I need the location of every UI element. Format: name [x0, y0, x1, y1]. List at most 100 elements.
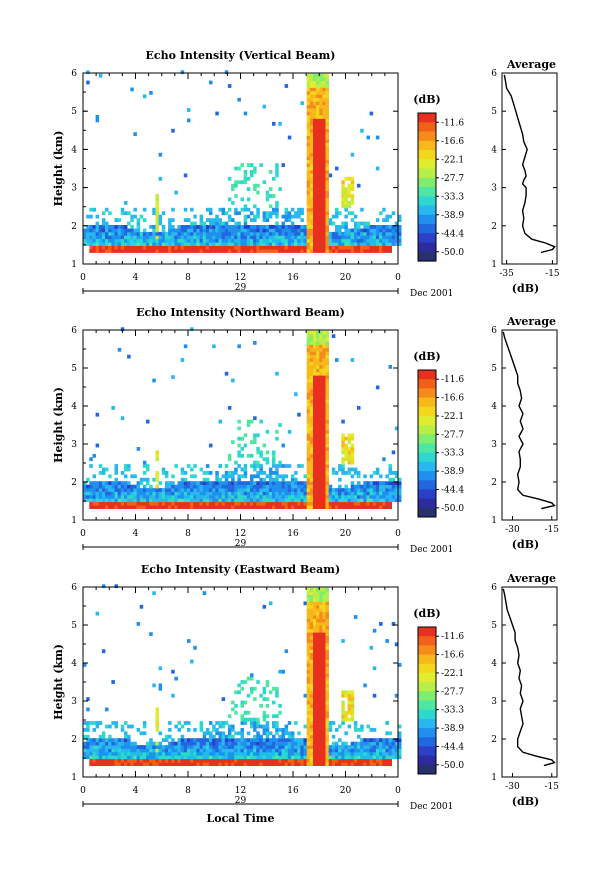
- heatmap-cell: [366, 494, 370, 499]
- heatmap-cell: [281, 443, 285, 448]
- heatmap-cell: [335, 494, 339, 499]
- heatmap-cell: [328, 235, 333, 240]
- heatmap-cell: [316, 180, 320, 185]
- heatmap-cell: [363, 755, 367, 760]
- heatmap-cell: [158, 758, 163, 763]
- heatmap-cell: [237, 758, 241, 763]
- heatmap-cell: [209, 218, 213, 222]
- heatmap-cell: [265, 194, 270, 198]
- heatmap-cell: [168, 741, 172, 746]
- heatmap-cell: [142, 94, 147, 99]
- heatmap-cell: [278, 464, 282, 468]
- heatmap-cell: [353, 249, 358, 253]
- heatmap-cell: [297, 491, 301, 496]
- heatmap-cell: [265, 501, 270, 506]
- heatmap-cell: [265, 242, 270, 246]
- heatmap-cell: [319, 601, 323, 606]
- heatmap-cell: [297, 207, 301, 212]
- heatmap-cell: [319, 416, 323, 421]
- heatmap-cell: [268, 474, 273, 479]
- heatmap-cell: [363, 494, 367, 499]
- heatmap-cell: [306, 190, 311, 195]
- heatmap-cell: [89, 501, 93, 506]
- heatmap-cell: [341, 190, 345, 195]
- heatmap-cell: [155, 218, 159, 222]
- heatmap-cell: [114, 235, 118, 240]
- heatmap-cell: [83, 721, 87, 725]
- heatmap-cell: [319, 598, 323, 602]
- heatmap-cell: [234, 491, 238, 496]
- heatmap-cell: [313, 409, 317, 414]
- heatmap-cell: [319, 337, 323, 342]
- heatmap-cell: [227, 498, 232, 503]
- heatmap-cell: [183, 481, 188, 485]
- heatmap-cell: [313, 751, 317, 756]
- heatmap-cell: [284, 228, 289, 233]
- heatmap-cell: [183, 498, 188, 503]
- heatmap-cell: [177, 758, 181, 763]
- heatmap-cell: [234, 690, 238, 695]
- heatmap-cell: [341, 464, 345, 468]
- heatmap-cell: [234, 501, 238, 506]
- heatmap-cell: [319, 693, 323, 698]
- heatmap-cell: [111, 235, 115, 240]
- heatmap-cell: [398, 235, 402, 240]
- heatmap-cell: [275, 686, 279, 691]
- heatmap-cell: [92, 225, 96, 229]
- heatmap-cell: [322, 704, 326, 708]
- heatmap-cell: [306, 443, 311, 448]
- heatmap-cell: [394, 755, 399, 760]
- heatmap-cell: [183, 245, 188, 250]
- heatmap-cell: [322, 159, 326, 164]
- heatmap-cell: [95, 491, 100, 496]
- heatmap-cell: [171, 741, 175, 746]
- heatmap-cell: [89, 225, 93, 229]
- heatmap-cell: [388, 249, 392, 253]
- heatmap-cell: [246, 231, 251, 236]
- heatmap-cell: [322, 659, 326, 664]
- heatmap-cell: [313, 591, 317, 595]
- avg-y-tick-label: 2: [491, 735, 497, 745]
- heatmap-cell: [130, 218, 134, 222]
- heatmap-cell: [369, 494, 374, 499]
- heatmap-cell: [309, 615, 314, 619]
- colorbar-swatch: [418, 251, 436, 262]
- heatmap-cell: [130, 494, 134, 499]
- heatmap-cell: [114, 748, 118, 753]
- heatmap-cell: [268, 249, 273, 253]
- heatmap-cell: [171, 207, 175, 212]
- heatmap-cell: [86, 477, 90, 482]
- heatmap-cell: [224, 762, 229, 766]
- heatmap-cell: [250, 745, 254, 749]
- heatmap-cell: [183, 249, 188, 253]
- heatmap-cell: [89, 481, 93, 485]
- colorbar-swatch: [418, 131, 436, 142]
- heatmap-cell: [385, 745, 389, 749]
- heatmap-cell: [202, 221, 207, 226]
- heatmap-cell: [231, 484, 235, 489]
- heatmap-cell: [290, 755, 295, 760]
- heatmap-cell: [262, 488, 267, 492]
- heatmap-cell: [303, 762, 307, 766]
- heatmap-cell: [306, 652, 311, 657]
- heatmap-cell: [243, 751, 248, 756]
- heatmap-cell: [275, 170, 279, 174]
- heatmap-cell: [284, 724, 289, 729]
- heatmap-cell: [322, 204, 326, 209]
- heatmap-cell: [272, 121, 276, 126]
- heatmap-cell: [357, 231, 361, 236]
- heatmap-cell: [161, 471, 166, 475]
- heatmap-cell: [316, 717, 320, 722]
- heatmap-cell: [385, 474, 389, 479]
- heatmap-cell: [313, 683, 317, 688]
- heatmap-cell: [202, 751, 207, 756]
- heatmap-cell: [313, 615, 317, 619]
- heatmap-cell: [168, 494, 172, 499]
- heatmap-cell: [259, 738, 263, 742]
- heatmap-cell: [319, 228, 323, 233]
- heatmap-cell: [221, 755, 226, 760]
- heatmap-cell: [161, 498, 166, 503]
- colorbar-label: -22.1: [441, 155, 464, 165]
- heatmap-cell: [372, 235, 377, 240]
